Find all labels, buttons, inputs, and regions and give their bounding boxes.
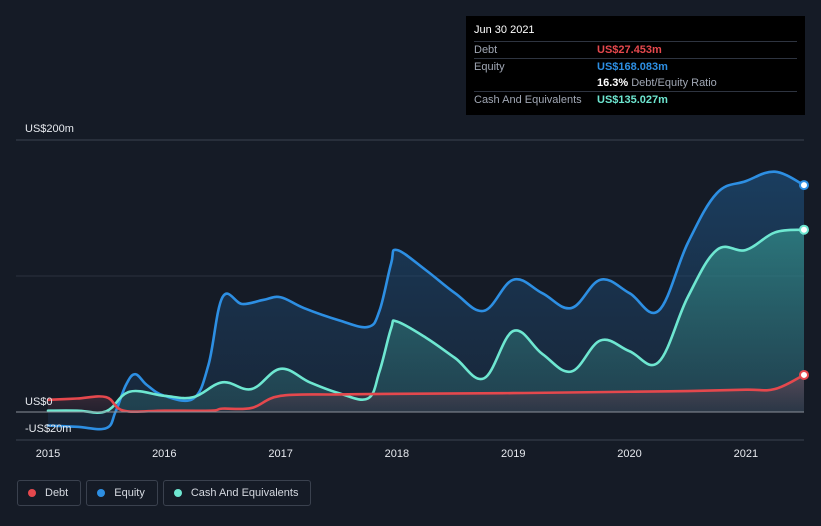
x-tick-label: 2017 xyxy=(268,448,292,460)
legend-label-cash: Cash And Equivalents xyxy=(190,487,299,499)
tooltip-cash-value: US$135.027m xyxy=(597,94,668,106)
tooltip-equity-row: Equity US$168.083m xyxy=(474,58,797,75)
tooltip-debt-row: Debt US$27.453m xyxy=(474,41,797,58)
x-tick-label: 2021 xyxy=(734,448,758,460)
legend-label-debt: Debt xyxy=(45,487,69,499)
debt-line xyxy=(46,373,806,414)
equity-end-marker xyxy=(799,180,809,191)
legend: Debt Equity Cash And Equivalents xyxy=(17,480,312,506)
tooltip-equity-value: US$168.083m xyxy=(597,61,668,73)
y-tick-label: US$200m xyxy=(25,123,74,135)
tooltip-date: Jun 30 2021 xyxy=(474,24,535,36)
tooltip-ratio-row: 16.3% Debt/Equity Ratio xyxy=(474,75,797,91)
y-tick-label: -US$20m xyxy=(25,423,71,435)
tooltip-equity-label: Equity xyxy=(474,61,505,73)
cash-dot-icon xyxy=(173,489,182,497)
tooltip-cash-label: Cash And Equivalents xyxy=(474,94,582,106)
cash-and-equivalents-area xyxy=(48,229,804,413)
tooltip-debt-label: Debt xyxy=(474,44,498,56)
debt-dot-icon xyxy=(28,489,36,497)
x-tick-label: 2020 xyxy=(617,448,641,460)
equity-dot-icon xyxy=(97,489,106,497)
x-tick-label: 2019 xyxy=(501,448,525,460)
x-tick-label: 2015 xyxy=(36,448,60,460)
debt-area xyxy=(48,374,804,412)
tooltip-panel: Jun 30 2021 Debt US$27.453m Equity US$16… xyxy=(466,16,805,115)
x-tick-label: 2018 xyxy=(385,448,409,460)
debt-end-marker xyxy=(799,369,809,380)
tooltip-debt-value: US$27.453m xyxy=(597,44,662,56)
x-tick-label: 2016 xyxy=(152,448,176,460)
cash-and-equivalents-line xyxy=(46,228,806,414)
tooltip-ratio-label: Debt/Equity Ratio xyxy=(631,77,717,89)
legend-item-cash[interactable]: Cash And Equivalents xyxy=(162,480,312,506)
tooltip-cash-row: Cash And Equivalents US$135.027m xyxy=(474,91,797,108)
cash-and-equivalents-end-marker xyxy=(799,224,809,235)
legend-label-equity: Equity xyxy=(114,487,145,499)
equity-line xyxy=(46,170,806,431)
tooltip-ratio-value: 16.3% xyxy=(597,77,629,89)
legend-item-debt[interactable]: Debt xyxy=(17,480,82,506)
y-tick-label: US$0 xyxy=(25,396,53,408)
legend-item-equity[interactable]: Equity xyxy=(86,480,158,506)
